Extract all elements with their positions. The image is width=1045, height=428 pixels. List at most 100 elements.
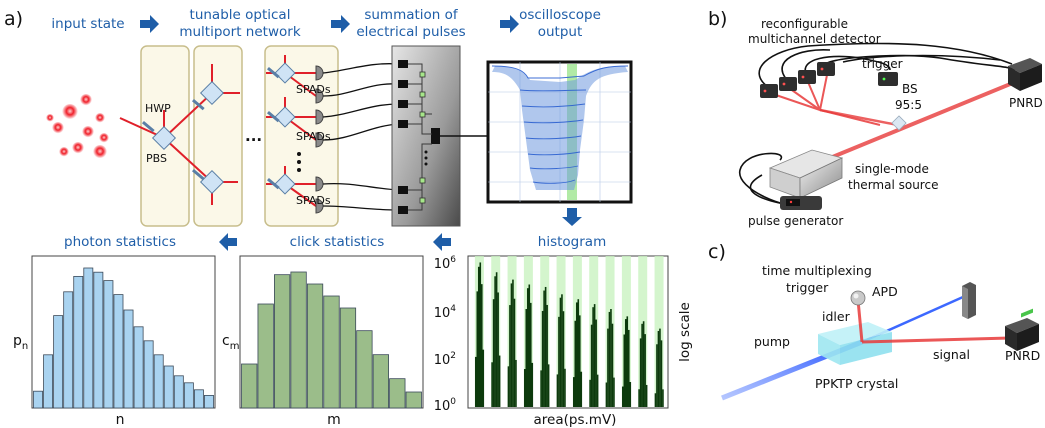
histogram-bar xyxy=(492,299,495,407)
bar xyxy=(204,394,214,409)
panel-c-setup: time multiplexing trigger APD idler pump… xyxy=(721,263,1040,401)
photon-statistics-chart: pn n xyxy=(13,255,216,428)
panel-a-label: a) xyxy=(4,8,23,30)
hwp-plate-icon xyxy=(141,120,155,133)
bar xyxy=(143,340,154,409)
bar xyxy=(73,275,84,409)
bar xyxy=(153,354,164,409)
histogram-bar xyxy=(528,284,531,407)
stage-histogram-label: histogram xyxy=(538,234,606,250)
hwp-label: HWP xyxy=(145,102,171,115)
bar xyxy=(257,303,274,409)
histogram-bar xyxy=(641,323,643,407)
histogram-bar xyxy=(562,311,565,407)
crystal-label: PPKTP crystal xyxy=(815,376,898,391)
bar xyxy=(183,382,194,409)
bar xyxy=(274,274,291,409)
histogram-bar xyxy=(547,364,550,407)
signal-label: signal xyxy=(933,347,970,362)
hwp-plate-icon xyxy=(191,98,205,111)
hist-xlabel: area(ps.mV) xyxy=(534,412,617,428)
histogram-bar xyxy=(509,305,511,407)
histogram-bar xyxy=(476,291,479,407)
spad-detector-icon xyxy=(315,176,324,192)
click-ylabel: cm xyxy=(222,333,239,352)
histogram-bar xyxy=(638,389,640,407)
histogram-bar xyxy=(564,368,566,407)
histogram-bar xyxy=(513,298,516,407)
bar xyxy=(43,354,54,409)
hist-ytick: 102 xyxy=(434,351,456,368)
histogram-bar xyxy=(512,279,514,407)
histogram-bar xyxy=(561,294,563,407)
source-label-2: thermal source xyxy=(848,178,938,192)
histogram-bar xyxy=(525,309,528,407)
histogram-bar xyxy=(662,389,664,407)
detector-box-icon xyxy=(760,62,898,98)
bar xyxy=(63,291,74,409)
histogram-bar xyxy=(659,328,661,407)
histogram-bar xyxy=(610,309,612,407)
pnrd-label-b: PNRD xyxy=(1009,96,1043,110)
photon-ylabel: pn xyxy=(13,333,28,352)
pnrd-device-icon xyxy=(1008,58,1042,91)
stage-click-stats-label: click statistics xyxy=(290,234,385,250)
stage-scope-label-1: oscilloscope xyxy=(519,7,601,23)
histogram-bar xyxy=(639,338,642,407)
histogram-bar xyxy=(660,340,663,407)
spad-detector-icon xyxy=(315,198,324,214)
spad-detector-icon xyxy=(315,65,324,81)
histogram-bar xyxy=(654,393,657,407)
hist-ytick: 106 xyxy=(434,255,457,272)
panel-b-setup: reconfigurable multichannel detector tri… xyxy=(739,17,1043,228)
bar xyxy=(193,389,204,409)
pulse-generator-icon xyxy=(780,196,822,210)
panel-c-label: c) xyxy=(708,241,726,263)
bar xyxy=(123,309,134,409)
ellipsis-label: ... xyxy=(245,127,262,145)
thermal-source-icon xyxy=(768,149,844,199)
histogram-bar xyxy=(494,276,496,407)
histogram-bar xyxy=(607,328,609,407)
source-label-1: single-mode xyxy=(855,162,929,176)
bar xyxy=(93,271,104,409)
panel-b-label: b) xyxy=(708,8,727,30)
histogram-bar xyxy=(577,299,580,407)
trigger-label: trigger xyxy=(862,57,903,71)
histogram-bar xyxy=(541,310,544,407)
histogram-bar xyxy=(477,266,480,407)
histogram-bar xyxy=(595,319,597,407)
flow-arrow-left-icon xyxy=(433,233,451,251)
histogram-bar xyxy=(621,386,624,407)
bar xyxy=(241,363,258,409)
spads-label: SPADs xyxy=(296,130,331,143)
pbs-cube-icon xyxy=(274,62,296,84)
histogram-bar xyxy=(624,319,627,407)
stage-scope-label-2: output xyxy=(538,24,583,40)
histogram-bar xyxy=(546,304,548,407)
bs-label-2: 95:5 xyxy=(895,98,922,112)
histogram-bar xyxy=(627,329,630,407)
histogram-bar xyxy=(510,283,513,407)
histogram-bar xyxy=(507,366,510,407)
histogram-bar xyxy=(657,330,660,407)
bar xyxy=(372,354,389,409)
bar xyxy=(53,315,64,409)
stage-input-label: input state xyxy=(51,16,124,32)
histogram-bar xyxy=(559,297,562,407)
histogram-bar xyxy=(491,362,493,407)
histogram-chart: 106 104 102 100 area(ps.mV) log scale xyxy=(434,255,693,428)
histogram-bar xyxy=(474,356,477,407)
bar xyxy=(173,375,184,409)
histogram-bar xyxy=(482,349,485,407)
apd-label: APD xyxy=(872,284,898,299)
stage-network-label-1: tunable optical xyxy=(190,7,291,23)
hist-ylabel: log scale xyxy=(677,302,693,362)
pbs-cube-icon xyxy=(199,80,225,106)
histogram-bar xyxy=(613,377,615,407)
histogram-bar xyxy=(608,311,611,407)
histogram-bar xyxy=(572,377,575,407)
pbs-cube-icon xyxy=(199,169,225,195)
histogram-bar xyxy=(574,320,577,407)
pump-label: pump xyxy=(754,334,790,349)
